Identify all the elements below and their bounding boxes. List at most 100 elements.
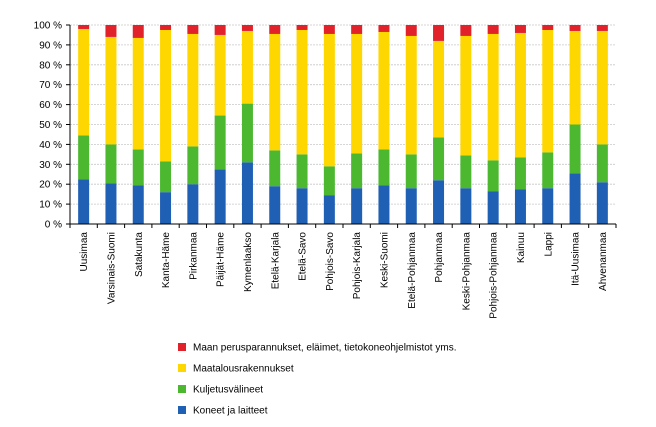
legend-swatch xyxy=(178,343,186,351)
bar-segment xyxy=(378,31,390,150)
bar-segment xyxy=(405,154,417,189)
y-tick-label: 100 % xyxy=(34,21,62,32)
bar-segment xyxy=(241,103,253,163)
bar-segment xyxy=(433,137,445,181)
bar-segment xyxy=(187,146,199,185)
bar-segment xyxy=(105,25,117,37)
y-tick-label: 70 % xyxy=(39,80,62,91)
bar-segment xyxy=(105,144,117,184)
bar-segment xyxy=(487,25,499,34)
y-tick-labels: 0 % 10 % 20 % 30 % 40 % 50 % 60 % 70 % 80 % 90 % 1… xyxy=(34,21,62,231)
x-tick-label: Etelä-Karjala xyxy=(270,232,281,290)
y-tick-label: 90 % xyxy=(39,40,62,51)
legend: Maan perusparannukset, eläimet, tietokon… xyxy=(178,343,456,417)
bar-segment xyxy=(323,166,335,196)
bar-segment xyxy=(433,180,445,224)
bar-segment xyxy=(596,144,608,183)
x-tick-label: Etelä-Pohjanmaa xyxy=(407,232,418,309)
x-tick-label: Keski-Suomi xyxy=(379,232,390,288)
bar-segment xyxy=(105,183,117,224)
bar-segment xyxy=(569,173,581,224)
bar-segment xyxy=(132,149,144,186)
bar-segment xyxy=(241,30,253,104)
bar-segment xyxy=(596,30,608,145)
bar-segment xyxy=(214,115,226,170)
bar-segment xyxy=(323,33,335,167)
bar-segment xyxy=(241,25,253,31)
bar-segment xyxy=(214,25,226,35)
bars xyxy=(78,25,608,224)
grid-lines xyxy=(70,24,616,205)
bar-segment xyxy=(460,25,472,36)
y-tick-label: 30 % xyxy=(39,160,62,171)
bar-segment xyxy=(214,169,226,224)
bar-segment xyxy=(351,153,363,189)
bar-segment xyxy=(187,25,199,34)
legend-swatch xyxy=(178,364,186,372)
bar-segment xyxy=(351,25,363,34)
bar-segment xyxy=(214,34,226,116)
bar-segment xyxy=(269,33,281,151)
bar-segment xyxy=(78,28,90,136)
y-tick-label: 0 % xyxy=(45,220,62,231)
x-tick-label: Ahvenanmaa xyxy=(598,232,609,291)
x-tick-label: Uusimaa xyxy=(79,232,90,272)
legend-label: Kuljetusvälineet xyxy=(193,385,263,396)
x-tick-label: Kanta-Häme xyxy=(161,232,172,289)
bar-segment xyxy=(351,188,363,224)
bar-segment xyxy=(596,182,608,224)
bar-segment xyxy=(514,189,526,224)
bar-segment xyxy=(132,37,144,150)
bar-segment xyxy=(269,150,281,187)
x-tick-label: Pirkanmaa xyxy=(188,232,199,280)
bar-segment xyxy=(323,25,335,34)
bar-segment xyxy=(132,25,144,38)
bar-segment xyxy=(187,184,199,224)
bar-segment xyxy=(487,160,499,192)
bar-segment xyxy=(105,36,117,145)
y-tick-label: 40 % xyxy=(39,140,62,151)
bar-segment xyxy=(378,25,390,32)
axes xyxy=(66,24,617,228)
bar-segment xyxy=(542,29,554,153)
bar-segment xyxy=(460,35,472,156)
bar-segment xyxy=(296,29,308,155)
bar-segment xyxy=(78,135,90,180)
legend-label: Maan perusparannukset, eläimet, tietokon… xyxy=(193,343,456,354)
bar-segment xyxy=(78,25,90,29)
y-tick-label: 50 % xyxy=(39,120,62,131)
bar-segment xyxy=(596,25,608,31)
bar-segment xyxy=(160,192,172,224)
bar-segment xyxy=(569,30,581,125)
bar-segment xyxy=(542,25,554,30)
x-tick-label: Etelä-Savo xyxy=(298,232,309,281)
bar-segment xyxy=(514,157,526,190)
legend-label: Maatalousrakennukset xyxy=(193,364,294,375)
bar-segment xyxy=(433,25,445,41)
x-tick-labels: Uusimaa Varsinais-Suomi Satakunta Kanta-Häm… xyxy=(79,232,609,319)
bar-segment xyxy=(487,33,499,161)
bar-segment xyxy=(460,188,472,224)
x-tick-label: Varsinais-Suomi xyxy=(106,232,117,304)
bar-segment xyxy=(241,162,253,224)
y-tick-label: 80 % xyxy=(39,60,62,71)
bar-segment xyxy=(514,25,526,33)
bar-segment xyxy=(296,154,308,189)
bar-segment xyxy=(187,33,199,147)
bar-segment xyxy=(487,191,499,224)
y-tick-label: 10 % xyxy=(39,200,62,211)
x-tick-label: Päijät-Häme xyxy=(216,232,227,287)
bar-segment xyxy=(160,25,172,30)
bar-segment xyxy=(378,149,390,186)
bar-segment xyxy=(569,124,581,174)
x-tick-label: Pohjois-Savo xyxy=(325,232,336,291)
bar-segment xyxy=(269,186,281,224)
x-tick-label: Keski-Pohjanmaa xyxy=(461,232,472,311)
legend-swatch xyxy=(178,385,186,393)
bar-segment xyxy=(514,32,526,158)
bar-segment xyxy=(405,188,417,224)
bar-segment xyxy=(542,188,554,224)
bar-segment xyxy=(78,179,90,224)
bar-segment xyxy=(160,161,172,193)
